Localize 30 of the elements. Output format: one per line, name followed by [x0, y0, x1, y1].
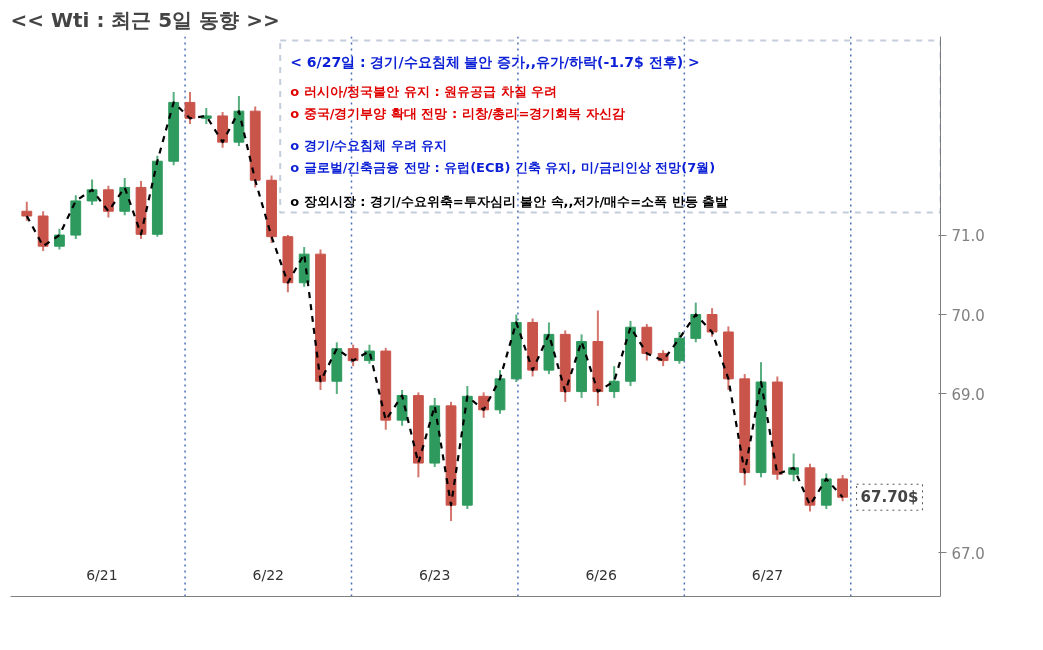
annotation: o 러시아/정국불안 유지 : 원유공급 차질 우려 — [290, 84, 558, 100]
candlestick — [706, 307, 718, 338]
annotation: 6/23 — [418, 566, 451, 583]
y-tick-label: 67.0 — [951, 544, 985, 563]
candlestick — [21, 200, 33, 222]
candlestick — [608, 365, 620, 399]
annotation: < 6/27일 : 경기/수요침체 불안 증가,,유가/하락(-1.7$ 전후) > — [290, 54, 700, 71]
candlestick — [674, 330, 685, 365]
candlestick — [690, 301, 702, 344]
candlestick — [86, 178, 98, 206]
y-tick-label: 69.0 — [951, 385, 985, 404]
candlestick — [119, 176, 131, 217]
annotation: o 중국/경기부양 확대 전망 : 리창/총리=경기회복 자신감 — [290, 106, 625, 122]
annotation: 6/21 — [86, 566, 118, 583]
annotation: 6/26 — [585, 566, 617, 583]
annotation: o 글로벌/긴축금융 전망 : 유럽(ECB) 긴축 유지, 미/금리인상 전망(7월) — [290, 160, 716, 176]
candlestick — [54, 227, 65, 251]
annotation: 6/22 — [252, 566, 285, 583]
chart-title: << Wti : 최근 5일 동향 >> — [10, 7, 280, 32]
candlestick — [788, 452, 800, 483]
candlestick — [103, 184, 114, 219]
data-label: 67.70$ — [860, 488, 919, 507]
y-tick-label: 70.0 — [951, 306, 985, 325]
annotation: o 장외시장 : 경기/수요위축=투자심리 불안 속,,저가/매수=소폭 반등 출발 — [290, 194, 729, 210]
candlestick — [837, 473, 848, 503]
y-tick-label: 71.0 — [951, 227, 985, 246]
candlestick — [347, 343, 359, 368]
annotation: o 경기/수요침체 우려 유지 — [290, 138, 448, 154]
candlestick — [184, 91, 196, 125]
annotation: 6/27 — [751, 566, 784, 583]
